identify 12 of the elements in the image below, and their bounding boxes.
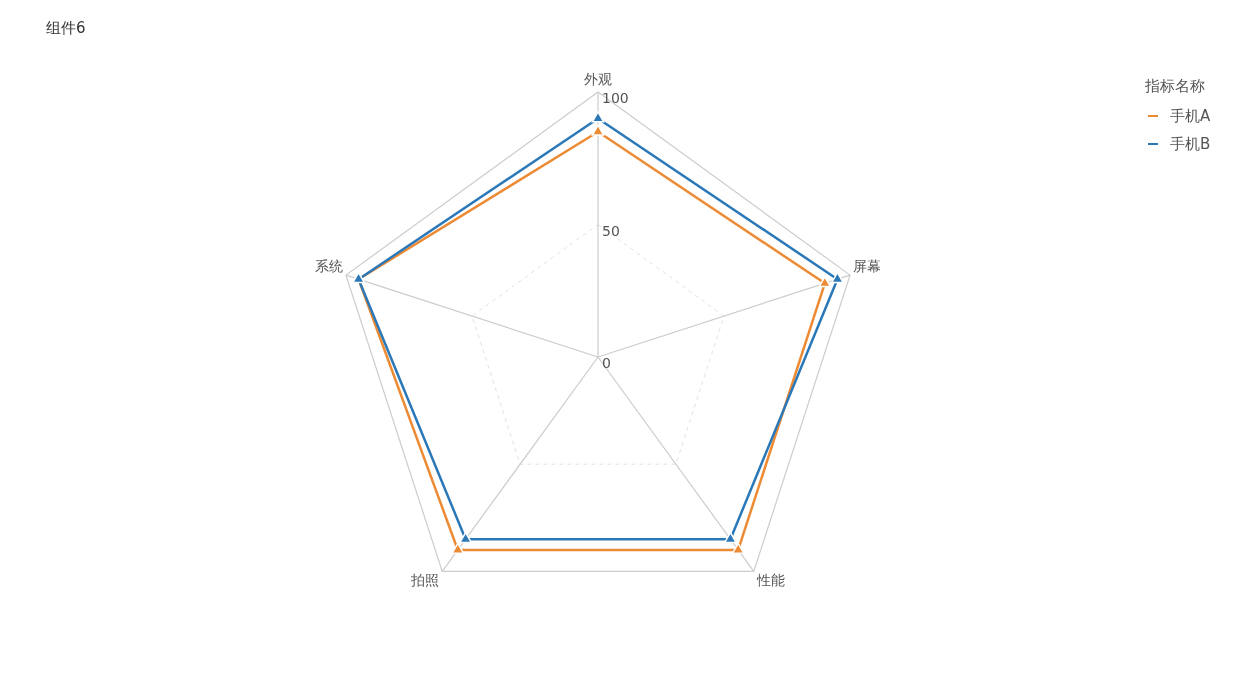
text: 组件6: [46, 18, 86, 37]
spoke-label: 拍照: [410, 572, 440, 589]
spoke-label: 外观: [584, 71, 612, 87]
legend-label: 手机A: [1170, 106, 1211, 125]
y-tick-label: 50: [602, 222, 620, 239]
legend-label: 手机B: [1170, 134, 1211, 153]
y-tick-label: 0: [602, 355, 611, 371]
spoke-label: 系统: [314, 258, 343, 275]
y-tick-label: 100: [602, 90, 629, 106]
spoke-label: 屏幕: [853, 258, 882, 275]
spoke-label: 性能: [755, 572, 785, 589]
legend-title: 指标名称: [1144, 76, 1205, 95]
